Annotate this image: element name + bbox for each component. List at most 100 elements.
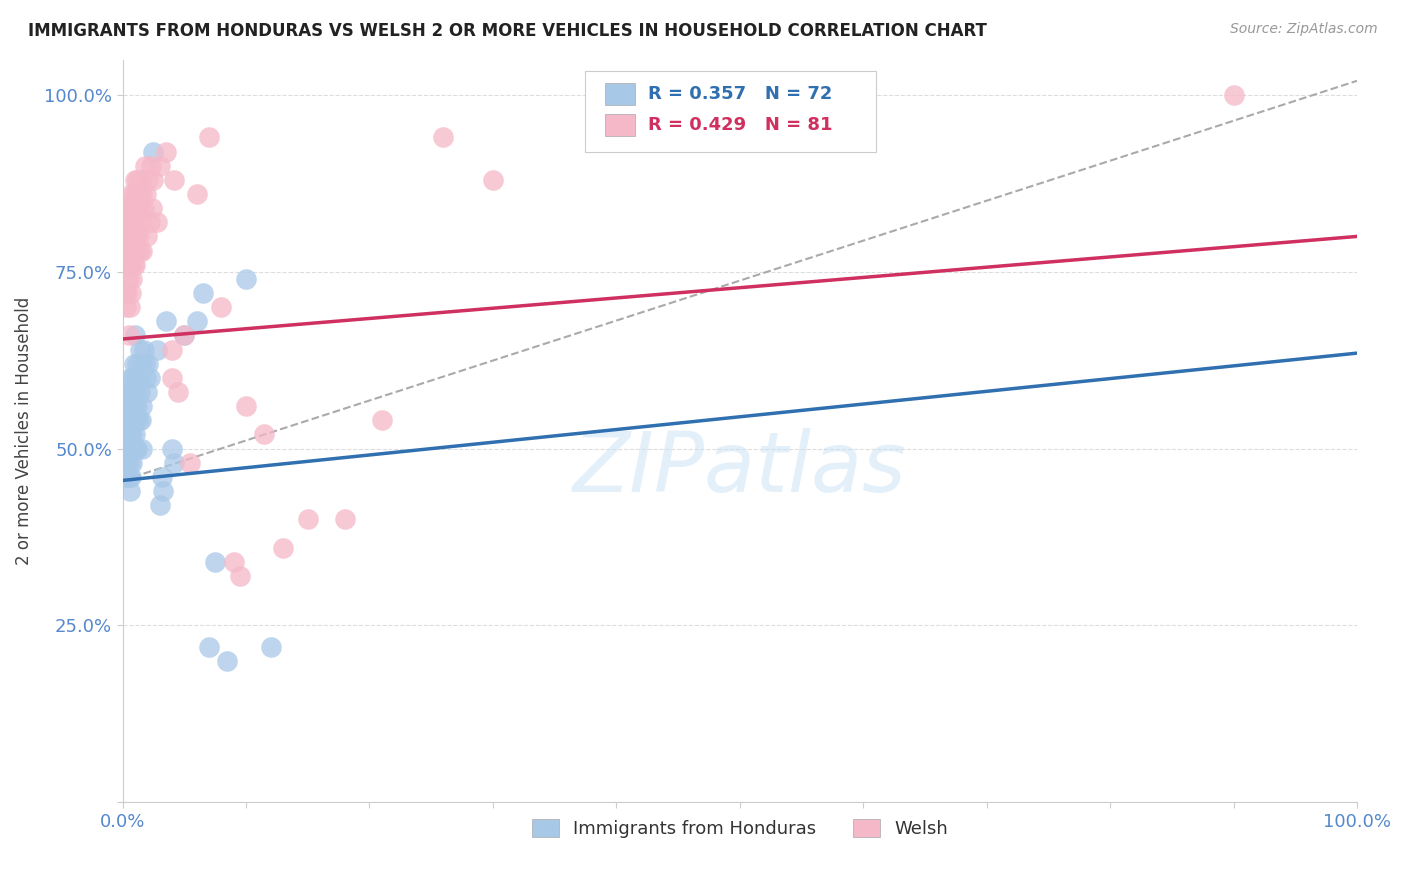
Point — [117, 229, 139, 244]
Point — [117, 427, 139, 442]
Point — [235, 272, 257, 286]
Point — [118, 484, 141, 499]
Point — [125, 186, 148, 201]
Point — [163, 456, 186, 470]
Point — [122, 357, 145, 371]
Point — [122, 186, 145, 201]
Point — [142, 145, 165, 159]
Point — [124, 427, 146, 442]
Point — [131, 442, 153, 456]
Point — [127, 244, 149, 258]
Point — [191, 285, 214, 300]
Point — [131, 357, 153, 371]
Point — [135, 186, 157, 201]
Point — [142, 173, 165, 187]
Point — [135, 371, 157, 385]
Point — [118, 272, 141, 286]
Point — [118, 442, 141, 456]
Point — [121, 244, 143, 258]
Point — [141, 201, 163, 215]
Point — [115, 215, 138, 229]
Point — [122, 244, 145, 258]
Point — [125, 442, 148, 456]
Point — [115, 272, 138, 286]
Point — [124, 371, 146, 385]
Point — [127, 442, 149, 456]
Point — [114, 442, 136, 456]
Point — [117, 399, 139, 413]
Point — [120, 470, 142, 484]
Point — [129, 413, 152, 427]
FancyBboxPatch shape — [605, 114, 636, 136]
Text: R = 0.429   N = 81: R = 0.429 N = 81 — [648, 116, 832, 134]
Point — [121, 456, 143, 470]
Point — [155, 314, 177, 328]
Point — [120, 442, 142, 456]
Point — [114, 285, 136, 300]
Point — [115, 470, 138, 484]
Point — [115, 244, 138, 258]
Point — [112, 456, 135, 470]
Point — [186, 314, 208, 328]
Point — [131, 186, 153, 201]
Point — [160, 343, 183, 357]
Point — [124, 173, 146, 187]
Point — [128, 371, 150, 385]
Point — [138, 371, 160, 385]
Point — [112, 427, 135, 442]
Point — [121, 371, 143, 385]
Point — [118, 413, 141, 427]
Point — [117, 201, 139, 215]
Point — [136, 384, 159, 399]
Point — [122, 413, 145, 427]
Point — [127, 173, 149, 187]
Point — [132, 343, 155, 357]
Y-axis label: 2 or more Vehicles in Household: 2 or more Vehicles in Household — [15, 297, 32, 565]
Point — [131, 244, 153, 258]
Point — [217, 654, 239, 668]
Point — [127, 399, 149, 413]
Point — [115, 413, 138, 427]
Point — [128, 186, 150, 201]
Point — [163, 173, 186, 187]
Point — [125, 413, 148, 427]
Point — [167, 384, 190, 399]
Text: R = 0.357   N = 72: R = 0.357 N = 72 — [648, 85, 832, 103]
Point — [118, 258, 141, 272]
Point — [121, 201, 143, 215]
Text: ZIPatlas: ZIPatlas — [574, 427, 907, 508]
Point — [115, 300, 138, 314]
Point — [128, 201, 150, 215]
Point — [173, 328, 195, 343]
Point — [198, 130, 221, 145]
Point — [186, 186, 208, 201]
Point — [112, 229, 135, 244]
Point — [260, 640, 283, 654]
Point — [128, 229, 150, 244]
Point — [114, 201, 136, 215]
Point — [121, 272, 143, 286]
Point — [124, 258, 146, 272]
Point — [253, 427, 276, 442]
Point — [146, 215, 169, 229]
Point — [432, 130, 454, 145]
Point — [118, 384, 141, 399]
Point — [121, 399, 143, 413]
Point — [129, 173, 152, 187]
Point — [120, 258, 142, 272]
Point — [117, 285, 139, 300]
Point — [148, 498, 170, 512]
Point — [173, 328, 195, 343]
Point — [122, 229, 145, 244]
Point — [120, 285, 142, 300]
Point — [134, 357, 156, 371]
Point — [128, 384, 150, 399]
Point — [131, 399, 153, 413]
Point — [136, 229, 159, 244]
Point — [150, 470, 173, 484]
Point — [235, 399, 257, 413]
Point — [229, 569, 252, 583]
Point — [118, 399, 141, 413]
Point — [371, 413, 394, 427]
Point — [1222, 87, 1244, 102]
